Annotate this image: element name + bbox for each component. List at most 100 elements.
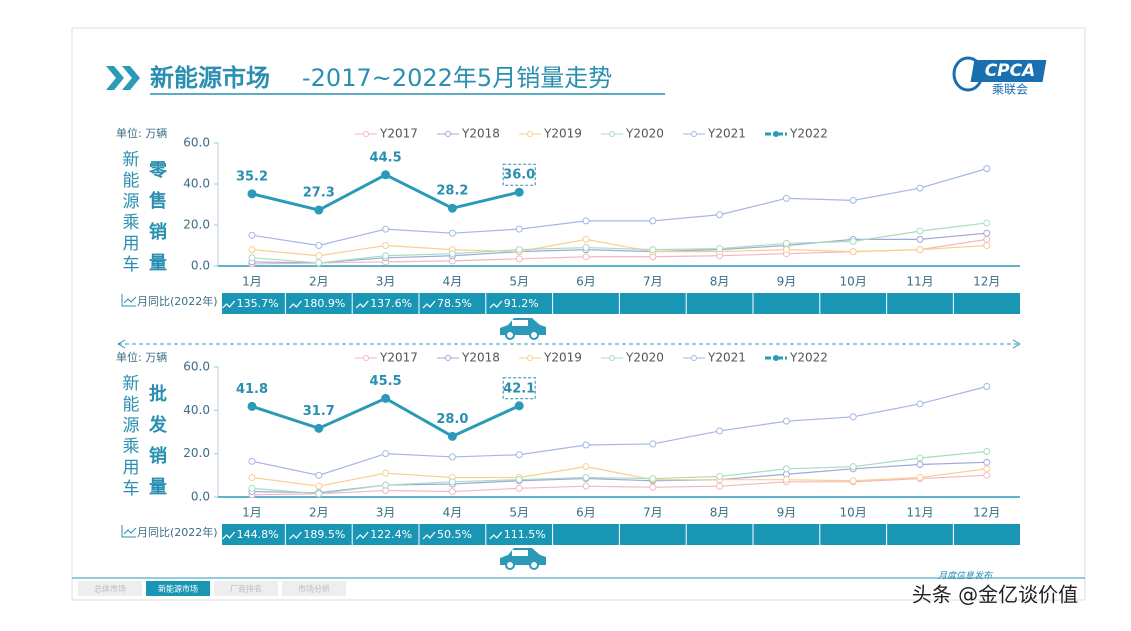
- metric-label: 售: [149, 190, 167, 212]
- side-label: 能: [123, 395, 140, 415]
- logo-text: CPCA: [985, 61, 1036, 81]
- point: [782, 417, 790, 425]
- legend-label: Y2018: [461, 127, 500, 141]
- point: [649, 475, 657, 483]
- point: [916, 454, 924, 462]
- footer-tab[interactable]: [146, 581, 210, 596]
- footer-tab-label: 市场分析: [298, 584, 330, 594]
- data-label: 35.2: [236, 169, 268, 184]
- legend-marker: [609, 131, 615, 137]
- footer-note: 月度信息发布: [938, 571, 994, 582]
- yoy-value: 135.7%: [237, 297, 279, 310]
- legend-marker: [363, 131, 369, 137]
- point: [582, 482, 590, 490]
- point: [515, 451, 523, 459]
- legend-label: Y2021: [707, 127, 746, 141]
- side-label: 新: [123, 150, 140, 170]
- point: [382, 450, 390, 458]
- data-label: 31.7: [303, 404, 335, 419]
- side-label: 新: [123, 374, 140, 394]
- yoy-value: 50.5%: [437, 528, 472, 541]
- legend-label: Y2019: [543, 351, 582, 365]
- x-tick-label: 9月: [777, 506, 797, 520]
- point: [649, 246, 657, 254]
- yoy-value: 137.6%: [370, 297, 412, 310]
- legend-marker: [445, 131, 451, 137]
- data-label: 42.1: [503, 381, 535, 396]
- point: [315, 259, 323, 267]
- data-label: 45.5: [370, 374, 402, 389]
- point: [716, 211, 724, 219]
- x-tick-label: 3月: [376, 275, 396, 289]
- x-tick-label: 4月: [443, 275, 463, 289]
- car-wheel: [529, 560, 539, 570]
- footer-tab[interactable]: [78, 581, 142, 596]
- x-tick-label: 4月: [443, 506, 463, 520]
- yoy-bar: [222, 293, 1020, 314]
- yoy-label: 月同比(2022年): [137, 295, 218, 308]
- car-wheel: [529, 330, 539, 340]
- footer-tab-label: 总体市场: [94, 584, 126, 594]
- point: [983, 458, 991, 466]
- point: [983, 165, 991, 173]
- legend-marker: [527, 355, 533, 361]
- yoy-value: 91.2%: [504, 297, 539, 310]
- series-line: [251, 474, 987, 496]
- point: [582, 474, 590, 481]
- x-tick-label: 12月: [973, 275, 1000, 289]
- title-arrows: [106, 66, 140, 90]
- yoy-icon: [288, 300, 302, 309]
- y-tick-label: 20.0: [183, 446, 210, 460]
- legend-label: Y2018: [461, 351, 500, 365]
- title-bold: 新能源市场: [150, 64, 270, 92]
- point: [381, 170, 391, 180]
- point: [515, 246, 523, 254]
- yoy-icon: [355, 300, 369, 309]
- footer-tab-label: 新能源市场: [158, 584, 198, 594]
- point: [983, 465, 991, 473]
- point: [716, 427, 724, 435]
- yoy-value: 111.5%: [504, 528, 546, 541]
- legend-label: Y2019: [543, 127, 582, 141]
- side-label: 车: [123, 255, 140, 275]
- yoy-label: 月同比(2022年): [137, 526, 218, 539]
- yoy-icon: [489, 531, 503, 540]
- divider-arrows: [117, 339, 1021, 349]
- legend-label: Y2020: [625, 351, 664, 365]
- x-tick-label: 8月: [710, 506, 730, 520]
- car-window: [512, 550, 528, 556]
- point: [849, 196, 857, 204]
- legend-label: Y2020: [625, 127, 664, 141]
- car-window: [512, 320, 528, 326]
- point: [315, 242, 323, 249]
- y-tick-label: 40.0: [183, 403, 210, 417]
- footer-tab[interactable]: [214, 581, 278, 596]
- point: [448, 229, 456, 237]
- point: [983, 383, 991, 390]
- point: [916, 246, 924, 254]
- yoy-value: 180.9%: [303, 297, 345, 310]
- point: [983, 229, 991, 237]
- point: [447, 203, 457, 213]
- point: [849, 248, 857, 256]
- point: [849, 237, 857, 245]
- point: [382, 225, 390, 233]
- point: [582, 463, 590, 471]
- legend-marker: [445, 355, 451, 361]
- data-label: 36.0: [503, 168, 535, 183]
- point: [248, 246, 256, 254]
- metric-label: 量: [149, 252, 167, 274]
- footer-tab[interactable]: [282, 581, 346, 596]
- x-tick-label: 2月: [309, 275, 329, 289]
- watermark: 头条 @金亿谈价值: [912, 583, 1078, 607]
- x-tick-label: 3月: [376, 506, 396, 520]
- data-label: 28.2: [436, 184, 468, 199]
- x-tick-label: 12月: [973, 506, 1000, 520]
- yoy-icon: [222, 531, 236, 540]
- data-label: 44.5: [370, 150, 402, 165]
- point: [515, 476, 523, 484]
- point: [649, 483, 657, 491]
- point: [248, 484, 256, 492]
- point: [514, 401, 524, 411]
